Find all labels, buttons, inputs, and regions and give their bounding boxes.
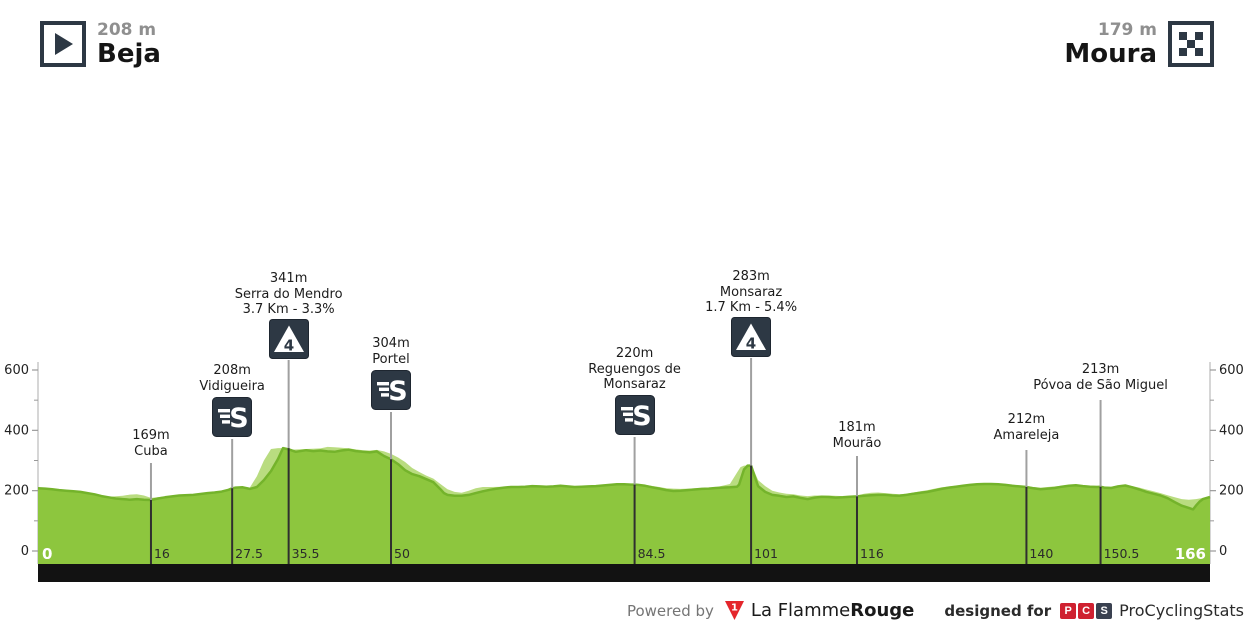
y-axis-label-left: 0 [21, 544, 29, 559]
y-axis-label-right: 600 [1219, 363, 1244, 378]
lfr-name-bold: Rouge [850, 600, 915, 621]
y-axis-label-right: 200 [1219, 484, 1244, 499]
bottom-bar [38, 564, 1210, 582]
finish-elevation: 179 m [1097, 20, 1157, 40]
x-tick-label: 50 [394, 546, 410, 561]
y-axis-label-right: 0 [1219, 544, 1227, 559]
designed-for-label: designed for [944, 601, 1052, 620]
y-axis-label-right: 400 [1219, 423, 1244, 438]
finish-header: 179 m Moura [1064, 21, 1214, 68]
x-tick-label: 0 [42, 545, 52, 563]
start-name: Beja [97, 39, 161, 69]
svg-text:1: 1 [731, 603, 738, 614]
x-tick-label: 35.5 [292, 546, 320, 561]
powered-by-label: Powered by [626, 601, 714, 620]
lfr-name-regular: La Flamme [750, 600, 851, 621]
pcs-label: ProCyclingStats [1119, 601, 1244, 620]
y-axis-label-left: 600 [4, 363, 29, 378]
x-tick-label: 116 [860, 546, 884, 561]
start-flag-icon [40, 21, 86, 67]
profile-area-main [38, 448, 1210, 564]
start-elevation: 208 m [97, 20, 157, 40]
start-header: 208 m Beja [40, 21, 161, 68]
y-axis-label-left: 400 [4, 423, 29, 438]
finish-flag-icon [1168, 21, 1214, 67]
finish-name: Moura [1064, 39, 1157, 69]
x-tick-label: 150.5 [1104, 546, 1140, 561]
x-tick-label: 101 [754, 546, 778, 561]
y-axis-label-left: 200 [4, 484, 29, 499]
la-flamme-rouge-label: La FlammeRouge [751, 600, 914, 621]
pcs-letter-box: S [1096, 602, 1113, 619]
pcs-letter-box: P [1060, 602, 1077, 619]
profile-top-edge [37, 446, 1211, 511]
pcs-letter-box: C [1078, 602, 1095, 619]
x-tick-label: 140 [1029, 546, 1053, 561]
la-flamme-rouge-icon: 1 [724, 601, 744, 620]
footer-credits: Powered by 1 La FlammeRouge designed for… [627, 600, 1244, 621]
x-tick-label: 166 [1175, 545, 1206, 563]
x-tick-label: 84.5 [638, 546, 666, 561]
x-tick-label: 27.5 [235, 546, 263, 561]
x-tick-label: 16 [154, 546, 170, 561]
